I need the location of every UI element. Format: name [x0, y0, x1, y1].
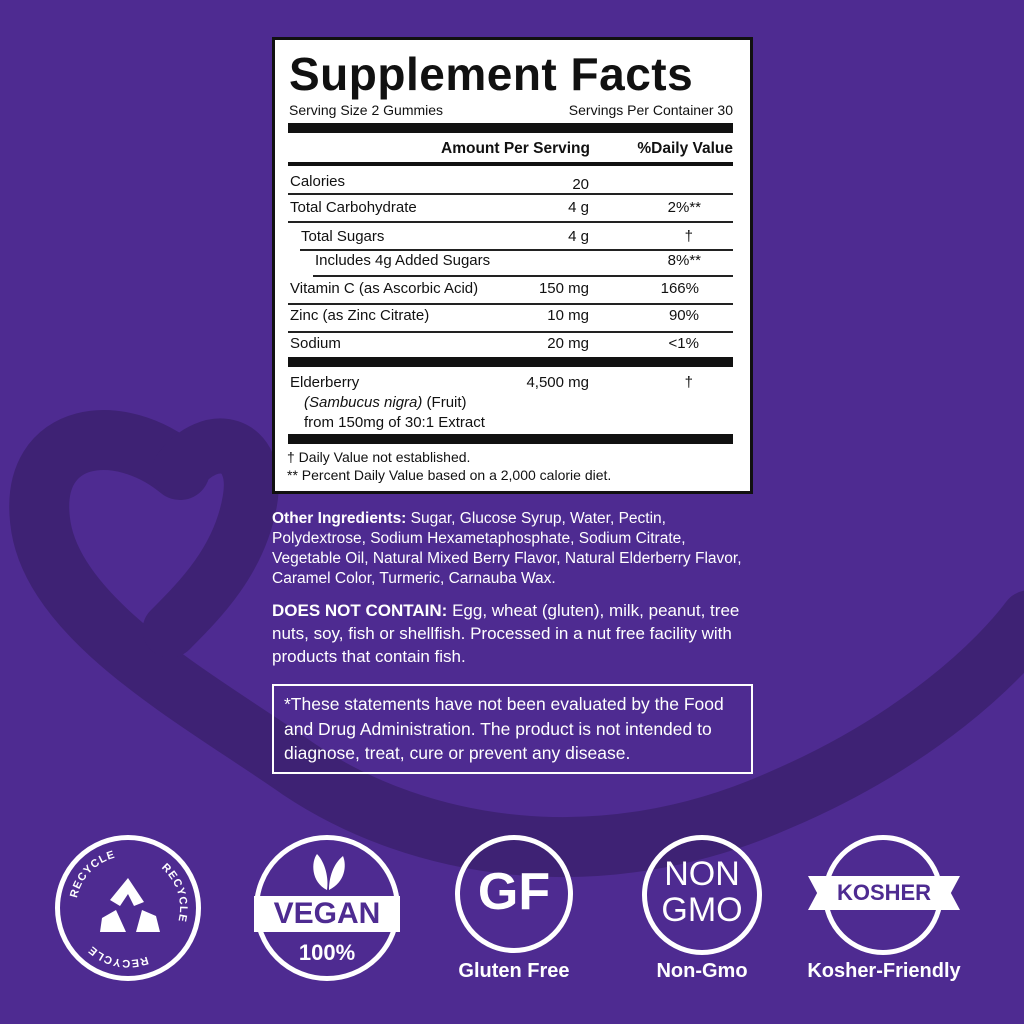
svg-text:RECYCLE: RECYCLE — [159, 861, 189, 923]
extract-info: from 150mg of 30:1 Extract — [304, 414, 485, 431]
latin-name: (Sambucus nigra) — [304, 394, 423, 411]
amount: 4,500 mg — [526, 374, 589, 391]
footnote-percent: ** Percent Daily Value based on a 2,000 … — [287, 467, 612, 483]
daily-value: 8%** — [667, 252, 701, 269]
non-gmo-badge: NON GMO — [642, 835, 762, 955]
kosher-ribbon: KOSHER — [808, 876, 960, 910]
nutrient-name: Total Carbohydrate — [290, 199, 417, 216]
non-text: NON — [664, 855, 740, 893]
daily-value: 90% — [668, 307, 699, 324]
nutrient-name: Total Sugars — [301, 228, 385, 245]
nutrient-name: Vitamin C (as Ascorbic Acid) — [290, 280, 479, 297]
gluten-free-label: Gluten Free — [458, 960, 570, 982]
table-row: Includes 4g Added Sugars 8%** — [288, 252, 733, 272]
other-ingredients: Other Ingredients: Sugar, Glucose Syrup,… — [272, 509, 753, 589]
vegan-badge: VEGAN 100% — [254, 835, 400, 981]
divider — [288, 434, 733, 444]
daily-value: 166% — [660, 280, 699, 297]
table-row: Total Carbohydrate 4 g 2%** — [288, 199, 733, 219]
gluten-free-badge: GF — [455, 835, 573, 953]
facts-title: Supplement Facts — [289, 48, 694, 100]
nutrient-name: Zinc (as Zinc Citrate) — [290, 307, 430, 324]
divider — [288, 193, 733, 195]
servings-per-container: Servings Per Container 30 — [568, 102, 733, 118]
gf-text: GF — [477, 863, 551, 921]
table-row: Vitamin C (as Ascorbic Acid) 150 mg 166% — [288, 280, 733, 300]
does-not-contain: DOES NOT CONTAIN: Egg, wheat (gluten), m… — [272, 599, 753, 668]
amount: 4 g — [568, 228, 589, 245]
kosher-friendly-label: Kosher-Friendly — [807, 960, 961, 982]
recycle-icon: RECYCLE RECYCLE RECYCLE — [68, 849, 189, 969]
divider — [288, 123, 733, 133]
recycle-badge: RECYCLE RECYCLE RECYCLE — [55, 835, 201, 981]
divider — [288, 331, 733, 333]
nutrient-name: Calories — [290, 173, 346, 190]
divider — [288, 162, 733, 166]
table-row: Sodium 20 mg <1% — [288, 335, 733, 355]
vegan-percent: 100% — [298, 940, 356, 965]
amount: 4 g — [568, 199, 589, 216]
other-ingredients-label: Other Ingredients: — [272, 510, 407, 527]
amount: 20 — [572, 176, 589, 193]
daily-value: <1% — [668, 335, 699, 352]
dv-header: %Daily Value — [637, 140, 733, 157]
does-not-contain-text: Egg, wheat (gluten), milk, peanut, tree … — [272, 601, 740, 666]
svg-text:RECYCLE: RECYCLE — [86, 943, 150, 969]
nutrient-name: Includes 4g Added Sugars — [315, 252, 491, 269]
amount: 10 mg — [547, 307, 589, 324]
svg-text:RECYCLE: RECYCLE — [68, 849, 117, 899]
fda-disclaimer: *These statements have not been evaluate… — [272, 684, 753, 774]
amount: 20 mg — [547, 335, 589, 352]
table-row: Total Sugars 4 g † — [288, 228, 733, 248]
footnote-dagger: † Daily Value not established. — [287, 449, 471, 465]
leaf-icon — [313, 854, 345, 890]
divider — [300, 249, 733, 251]
other-ingredients-text: Sugar, Glucose Syrup, Water, Pectin, Pol… — [272, 510, 742, 587]
non-gmo-label: Non-Gmo — [656, 960, 748, 982]
divider — [288, 221, 733, 223]
amount-header: Amount Per Serving — [441, 140, 590, 157]
does-not-contain-label: DOES NOT CONTAIN: — [272, 601, 448, 620]
nutrient-name: Sodium — [290, 335, 341, 352]
table-row-elderberry: Elderberry (Sambucus nigra) (Fruit) from… — [288, 374, 733, 436]
supplement-facts-panel: Supplement Facts Serving Size 2 Gummies … — [272, 37, 753, 494]
divider — [288, 357, 733, 367]
product-text-section: Other Ingredients: Sugar, Glucose Syrup,… — [272, 509, 753, 774]
table-row: Calories 20 — [288, 173, 733, 193]
divider — [288, 303, 733, 305]
serving-size: Serving Size 2 Gummies — [289, 102, 444, 118]
table-row: Zinc (as Zinc Citrate) 10 mg 90% — [288, 307, 733, 327]
plant-part: (Fruit) — [422, 394, 467, 411]
amount: 150 mg — [538, 280, 589, 297]
divider — [313, 275, 733, 277]
daily-value: † — [684, 374, 693, 391]
daily-value: 2%** — [667, 199, 701, 216]
gmo-text: GMO — [661, 891, 743, 929]
nutrient-name: Elderberry — [290, 374, 360, 391]
vegan-text: VEGAN — [254, 896, 400, 932]
daily-value: † — [684, 228, 693, 245]
